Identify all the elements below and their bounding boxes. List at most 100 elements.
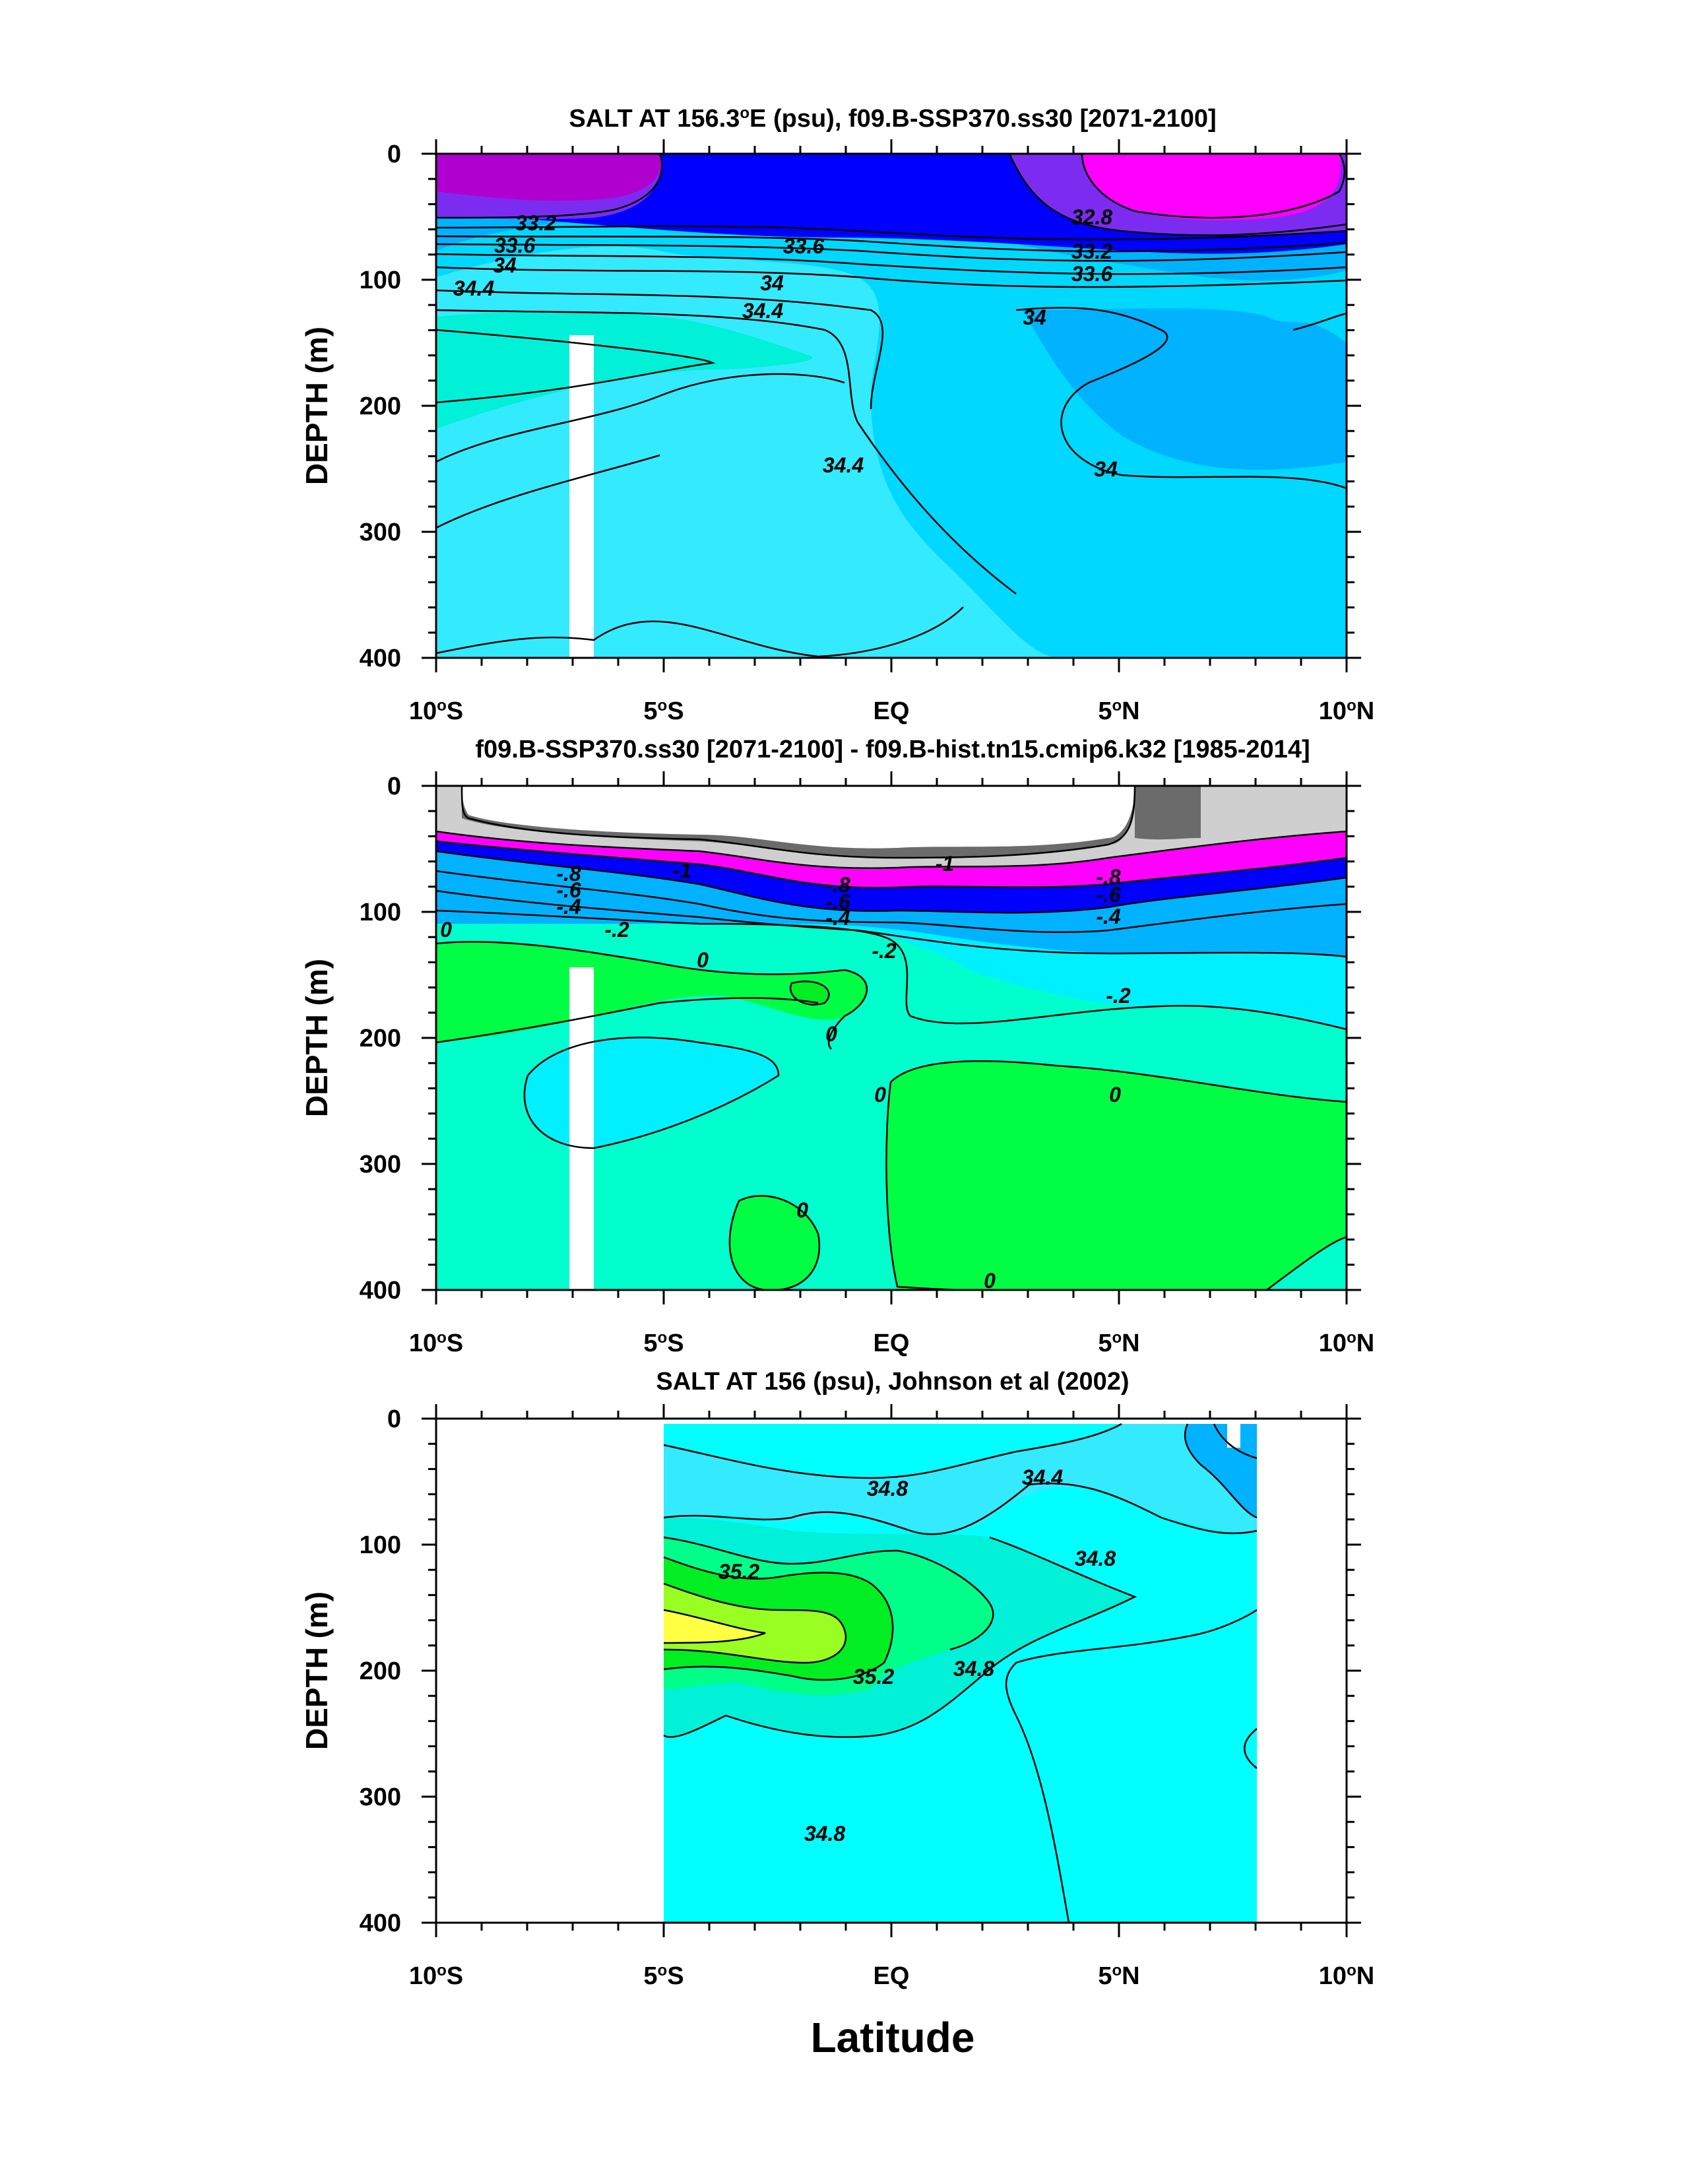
ytick-label: 200 <box>360 1657 401 1685</box>
ytick-label: 400 <box>360 1910 401 1937</box>
contour-label: -.2 <box>604 918 629 942</box>
contour-label: 34.4 <box>823 453 864 477</box>
contour-label: -.6 <box>825 890 850 914</box>
xtick-label: 10oS <box>409 1962 463 1991</box>
panel-3-ticks <box>422 1404 1361 1937</box>
contour-label: 33.6 <box>1071 262 1112 286</box>
contour-label: -.8 <box>825 873 850 897</box>
contour-label: 34 <box>1023 305 1046 329</box>
xtick-label: 5oN <box>1098 1329 1139 1358</box>
panel-1-xtick-labels: 10oS 5oS EQ 5oN 10oN <box>409 697 1374 726</box>
panel-2-fill <box>436 786 1347 1290</box>
panel-2: f09.B-SSP370.ss30 [2071-2100] - f09.B-hi… <box>300 736 1374 1357</box>
contour-label: 34 <box>760 271 784 295</box>
contour-label: 34.4 <box>742 299 783 323</box>
ytick-label: 200 <box>360 1025 401 1052</box>
contour-label: 0 <box>697 948 709 972</box>
panel-1-ticks <box>422 139 1361 672</box>
contour-label: -.4 <box>825 906 850 930</box>
xtick-label: 10oN <box>1319 697 1374 726</box>
contour-label: 34.8 <box>867 1477 908 1500</box>
contour-label: 34 <box>1094 457 1118 481</box>
ytick-label: 0 <box>387 773 401 800</box>
panel-3-fill <box>664 1424 1257 1923</box>
contour-label: 0 <box>796 1198 808 1222</box>
ytick-label: 400 <box>360 645 401 672</box>
contour-label: 34.8 <box>953 1657 994 1681</box>
xtick-label: 5oS <box>643 1329 684 1358</box>
contour-label: -.4 <box>556 895 581 918</box>
contour-label: 34.4 <box>453 276 494 300</box>
xtick-label: 10oS <box>409 1329 463 1358</box>
contour-label: 0 <box>825 1022 837 1046</box>
xtick-label: 5oN <box>1098 697 1139 726</box>
contour-label: -1 <box>936 852 954 876</box>
panel-3-ylabel: DEPTH (m) <box>300 1591 334 1750</box>
ytick-label: 300 <box>360 519 401 546</box>
contour-label: -.8 <box>1096 865 1121 889</box>
contour-label: 35.2 <box>853 1665 894 1688</box>
contour-label: 32.8 <box>1071 205 1112 229</box>
contour-label: -.8 <box>556 862 581 885</box>
panel-1: SALT AT 156.3oE (psu), f09.B-SSP370.ss30… <box>300 104 1374 726</box>
contour-label: -.2 <box>872 939 897 963</box>
xtick-label: 5oS <box>643 697 684 726</box>
x-axis-label: Latitude <box>811 2014 975 2061</box>
panel-1-title: SALT AT 156.3oE (psu), f09.B-SSP370.ss30… <box>569 104 1216 133</box>
ytick-label: 200 <box>360 393 401 420</box>
contour-label: 34.4 <box>1022 1465 1063 1489</box>
ytick-label: 300 <box>360 1783 401 1811</box>
contour-label: 0 <box>440 918 452 942</box>
panel-2-ytick-labels: 0 100 200 300 400 <box>360 773 401 1304</box>
ytick-label: 0 <box>387 1405 401 1433</box>
contour-label: -1 <box>673 858 691 882</box>
ytick-label: 100 <box>360 1531 401 1559</box>
ytick-label: 300 <box>360 1151 401 1178</box>
panel-2-ticks <box>422 771 1361 1304</box>
xtick-label: EQ <box>874 697 910 725</box>
panel-2-title: f09.B-SSP370.ss30 [2071-2100] - f09.B-hi… <box>475 736 1310 763</box>
contour-label: 34.8 <box>1075 1547 1116 1570</box>
panel-2-ylabel: DEPTH (m) <box>300 959 334 1117</box>
contour-label: 33.6 <box>783 234 824 258</box>
contour-label: -.6 <box>1096 883 1121 907</box>
xtick-label: 10oN <box>1319 1962 1374 1991</box>
panel-2-xtick-labels: 10oS 5oS EQ 5oN 10oN <box>409 1329 1374 1358</box>
xtick-label: EQ <box>874 1330 910 1357</box>
panel-3-ytick-labels: 0 100 200 300 400 <box>360 1405 401 1937</box>
xtick-label: EQ <box>874 1962 910 1990</box>
ytick-label: 0 <box>387 141 401 168</box>
xtick-label: 10oS <box>409 697 463 726</box>
xtick-label: 5oN <box>1098 1962 1139 1991</box>
panel-1-ytick-labels: 0 100 200 300 400 <box>360 141 401 672</box>
contour-label: 33.2 <box>1071 240 1112 263</box>
contour-label: 0 <box>1109 1083 1121 1107</box>
panel-3-contour-labels: 34.8 34.4 35.2 34.8 35.2 34.8 34.8 <box>718 1465 1116 1846</box>
contour-label: 33.2 <box>515 211 556 235</box>
xtick-label: 10oN <box>1319 1329 1374 1358</box>
ytick-label: 100 <box>360 267 401 294</box>
contour-label: -.2 <box>1106 984 1131 1008</box>
xtick-label: 5oS <box>643 1962 684 1991</box>
contour-label: 34.8 <box>804 1822 845 1846</box>
panel-1-fill <box>436 154 1347 658</box>
panel-2-contours <box>436 786 1347 1290</box>
panel-1-contours <box>436 154 1347 658</box>
contour-label: 0 <box>984 1269 996 1293</box>
panel-1-contour-labels: 33.2 33.6 34 34.4 33.6 34 34.4 32.8 33.2… <box>453 205 1118 481</box>
ytick-label: 400 <box>360 1277 401 1304</box>
panel-2-contour-labels: -.8 -.6 -.4 0 -.2 -1 -.8 -.6 -.4 -1 -.8 … <box>440 852 1131 1293</box>
panel-1-ylabel: DEPTH (m) <box>300 327 334 485</box>
contour-label: 35.2 <box>718 1560 759 1584</box>
panel-3: SALT AT 156 (psu), Johnson et al (2002) <box>300 1368 1374 1990</box>
contour-label: -.6 <box>556 878 581 902</box>
panel-3-xtick-labels: 10oS 5oS EQ 5oN 10oN <box>409 1962 1374 1991</box>
contour-label: 33.6 <box>494 234 535 257</box>
panel-3-title: SALT AT 156 (psu), Johnson et al (2002) <box>656 1368 1129 1396</box>
contour-label: -.4 <box>1096 905 1121 928</box>
ytick-label: 100 <box>360 899 401 926</box>
panel-3-contours <box>663 1423 1258 1923</box>
contour-label: 34 <box>493 253 517 277</box>
contour-label: 0 <box>874 1083 886 1107</box>
